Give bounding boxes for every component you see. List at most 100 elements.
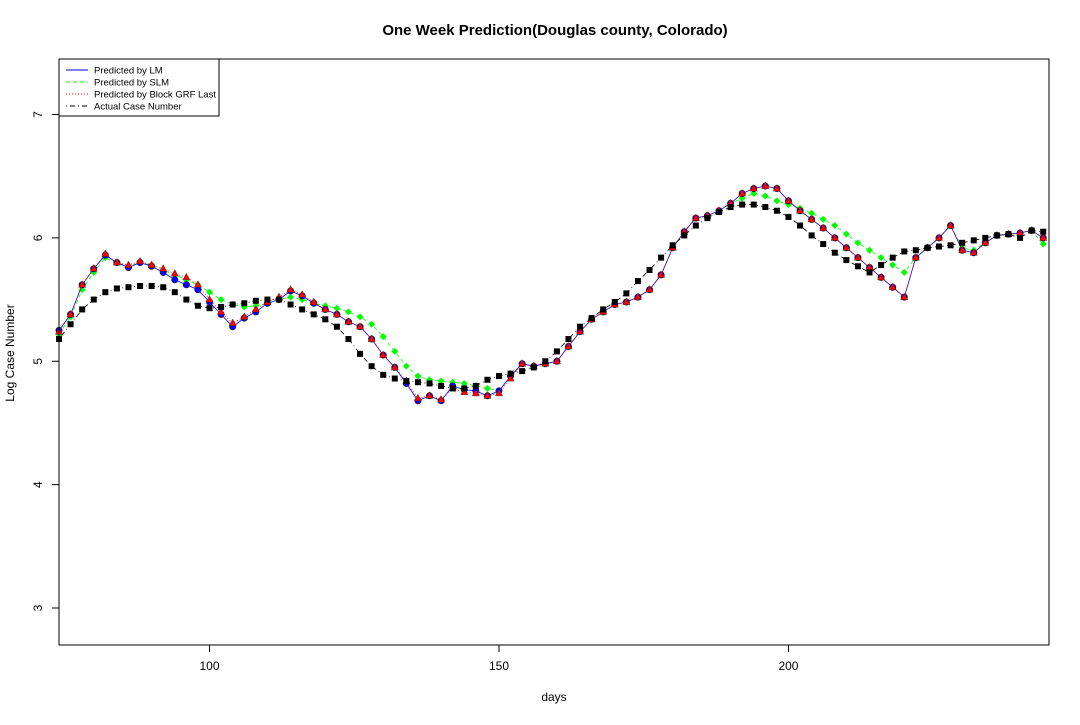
point-actual-case-number bbox=[414, 379, 421, 386]
point-predicted-by-block-grf-last bbox=[182, 272, 191, 281]
point-predicted-by-block-grf-last bbox=[321, 305, 330, 313]
point-actual-case-number bbox=[148, 282, 155, 289]
point-actual-case-number bbox=[565, 336, 572, 343]
point-actual-case-number bbox=[391, 375, 398, 382]
point-actual-case-number bbox=[669, 242, 676, 249]
point-actual-case-number bbox=[1028, 227, 1035, 234]
point-actual-case-number bbox=[542, 358, 549, 365]
series-line-actual-case-number bbox=[58, 204, 1044, 389]
point-actual-case-number bbox=[287, 301, 294, 308]
point-actual-case-number bbox=[634, 278, 641, 285]
axes-layer: 100 150 200 3 4 5 6 7 bbox=[31, 111, 799, 673]
point-actual-case-number bbox=[692, 222, 699, 229]
point-predicted-by-slm bbox=[866, 246, 874, 254]
point-actual-case-number bbox=[611, 299, 618, 306]
point-predicted-by-slm bbox=[333, 304, 341, 312]
point-predicted-by-block-grf-last bbox=[564, 342, 573, 350]
point-predicted-by-block-grf-last bbox=[471, 388, 480, 397]
point-predicted-by-slm bbox=[900, 268, 908, 276]
y-tick-label: 6 bbox=[31, 234, 45, 241]
point-actual-case-number bbox=[449, 385, 456, 392]
point-predicted-by-slm bbox=[402, 362, 410, 370]
point-predicted-by-slm bbox=[206, 288, 214, 296]
point-predicted-by-slm bbox=[738, 194, 746, 202]
point-actual-case-number bbox=[507, 370, 514, 377]
point-actual-case-number bbox=[90, 296, 97, 303]
point-predicted-by-slm bbox=[819, 215, 827, 223]
point-predicted-by-block-grf-last bbox=[506, 374, 515, 382]
point-predicted-by-block-grf-last bbox=[194, 280, 202, 288]
point-predicted-by-block-grf-last bbox=[332, 309, 341, 318]
point-predicted-by-block-grf-last bbox=[552, 356, 561, 365]
series-line-predicted-by-lm bbox=[58, 185, 1044, 402]
point-predicted-by-block-grf-last bbox=[772, 184, 781, 192]
point-predicted-by-block-grf-last bbox=[969, 248, 978, 256]
point-actual-case-number bbox=[194, 302, 201, 309]
y-tick-label: 7 bbox=[31, 111, 45, 118]
legend-label: Predicted by SLM bbox=[94, 78, 169, 89]
point-actual-case-number bbox=[229, 301, 236, 308]
point-actual-case-number bbox=[646, 266, 653, 273]
point-predicted-by-block-grf-last bbox=[367, 334, 376, 342]
point-actual-case-number bbox=[241, 300, 248, 307]
point-predicted-by-slm bbox=[287, 293, 295, 301]
point-actual-case-number bbox=[924, 244, 931, 251]
point-actual-case-number bbox=[681, 232, 688, 239]
point-predicted-by-slm bbox=[78, 286, 86, 294]
x-tick-label: 150 bbox=[489, 659, 509, 673]
x-axis-label: days bbox=[541, 690, 566, 704]
point-actual-case-number bbox=[716, 208, 722, 215]
point-actual-case-number bbox=[970, 237, 977, 244]
point-predicted-by-block-grf-last bbox=[981, 238, 990, 246]
point-actual-case-number bbox=[750, 201, 757, 208]
point-predicted-by-slm bbox=[1039, 240, 1047, 248]
series-layer bbox=[55, 181, 1048, 405]
point-predicted-by-block-grf-last bbox=[691, 213, 700, 221]
point-actual-case-number bbox=[553, 348, 560, 355]
point-predicted-by-slm bbox=[750, 189, 758, 197]
point-predicted-by-block-grf-last bbox=[136, 256, 144, 265]
point-actual-case-number bbox=[658, 254, 665, 261]
plot-frame bbox=[58, 58, 1050, 646]
point-predicted-by-block-grf-last bbox=[251, 305, 260, 313]
point-predicted-by-block-grf-last bbox=[935, 233, 943, 241]
series-predicted-by-block-grf-last bbox=[55, 181, 1048, 403]
point-actual-case-number bbox=[866, 269, 873, 276]
point-actual-case-number bbox=[912, 247, 919, 254]
point-predicted-by-slm bbox=[217, 296, 225, 304]
y-axis-label: Log Case Number bbox=[3, 304, 17, 401]
point-predicted-by-slm bbox=[483, 384, 491, 392]
point-predicted-by-slm bbox=[356, 313, 364, 321]
point-actual-case-number bbox=[785, 213, 792, 220]
point-predicted-by-block-grf-last bbox=[634, 292, 642, 300]
point-actual-case-number bbox=[1005, 231, 1012, 238]
point-predicted-by-block-grf-last bbox=[483, 391, 492, 399]
point-predicted-by-block-grf-last bbox=[309, 297, 318, 305]
point-actual-case-number bbox=[438, 382, 445, 389]
point-actual-case-number bbox=[623, 290, 630, 297]
point-predicted-by-block-grf-last bbox=[796, 206, 804, 214]
point-predicted-by-block-grf-last bbox=[761, 181, 770, 189]
point-predicted-by-slm bbox=[854, 239, 862, 247]
point-actual-case-number bbox=[102, 289, 109, 296]
point-predicted-by-block-grf-last bbox=[495, 388, 503, 397]
point-predicted-by-block-grf-last bbox=[170, 269, 179, 277]
series-predicted-by-lm bbox=[55, 182, 1047, 405]
point-actual-case-number bbox=[496, 373, 502, 380]
y-tick-label: 4 bbox=[31, 481, 45, 488]
point-predicted-by-block-grf-last bbox=[159, 264, 168, 272]
point-predicted-by-block-grf-last bbox=[298, 290, 307, 298]
point-predicted-by-block-grf-last bbox=[112, 258, 121, 266]
point-predicted-by-block-grf-last bbox=[147, 260, 156, 268]
point-predicted-by-block-grf-last bbox=[217, 307, 226, 315]
point-predicted-by-block-grf-last bbox=[784, 196, 793, 204]
point-actual-case-number bbox=[947, 242, 954, 249]
point-actual-case-number bbox=[901, 248, 908, 255]
legend-label: Actual Case Number bbox=[94, 102, 182, 113]
y-tick-label: 3 bbox=[31, 604, 45, 611]
point-predicted-by-block-grf-last bbox=[819, 223, 828, 231]
point-actual-case-number bbox=[461, 385, 468, 392]
point-predicted-by-slm bbox=[773, 197, 781, 205]
